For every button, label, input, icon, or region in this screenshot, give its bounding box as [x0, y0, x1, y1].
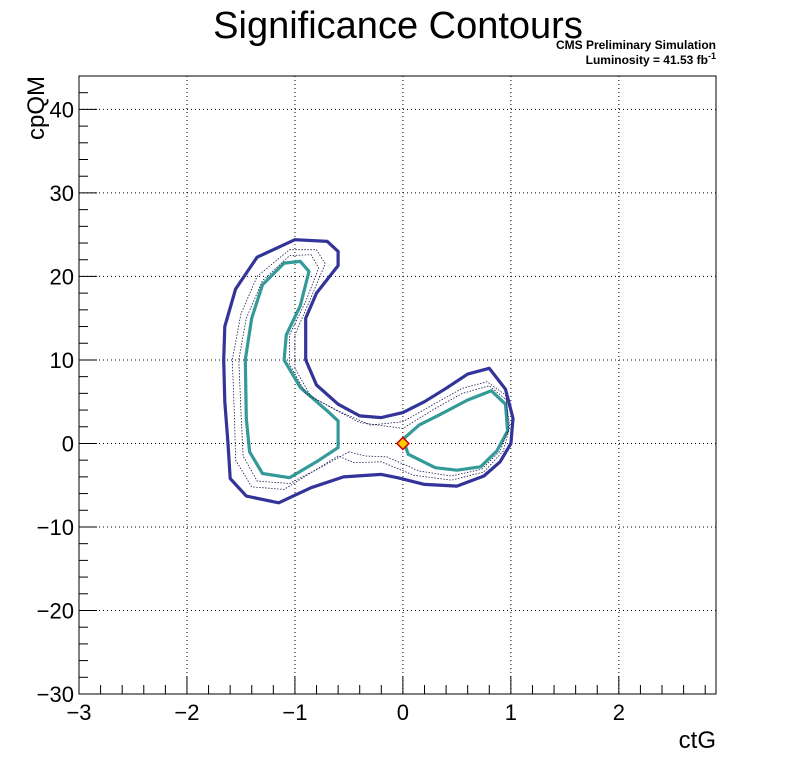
y-tick-labels: −30 −20 −10 0 10 20 30 40	[37, 97, 74, 707]
plot-frame	[78, 75, 717, 695]
y-tick-label: 0	[62, 431, 74, 456]
grid	[79, 76, 716, 694]
y-tick-label: −10	[37, 515, 74, 540]
contour-inner	[401, 389, 510, 472]
contour-inner	[243, 259, 340, 480]
x-tick-labels: −3 −2 −1 0 1 2	[66, 700, 625, 725]
y-tick-label: 30	[50, 181, 74, 206]
cms-label: CMS Preliminary Simulation	[556, 38, 716, 52]
x-tick-label: 1	[505, 700, 517, 725]
axis-ticks	[78, 75, 706, 695]
contour-layer	[222, 238, 515, 505]
y-tick-label: 10	[50, 348, 74, 373]
contour-outer	[222, 238, 515, 505]
x-tick-label: −3	[66, 700, 91, 725]
x-axis-label: ctG	[679, 727, 716, 754]
y-tick-label: 40	[50, 97, 74, 122]
contour-thin	[238, 254, 510, 484]
chart-title: Significance Contours	[213, 5, 583, 47]
x-tick-label: 0	[397, 700, 409, 725]
y-tick-label: 20	[50, 264, 74, 289]
y-tick-label: −20	[37, 598, 74, 623]
best-fit-layer	[395, 436, 410, 451]
contour-thin	[231, 249, 511, 490]
x-tick-label: −1	[282, 700, 307, 725]
luminosity-label: Luminosity = 41.53 fb-1	[586, 51, 716, 67]
best-fit-marker	[395, 436, 410, 451]
y-tick-label: −30	[37, 682, 74, 707]
y-axis-label: cpQM	[23, 76, 50, 140]
x-tick-label: 2	[613, 700, 625, 725]
x-tick-label: −2	[174, 700, 199, 725]
